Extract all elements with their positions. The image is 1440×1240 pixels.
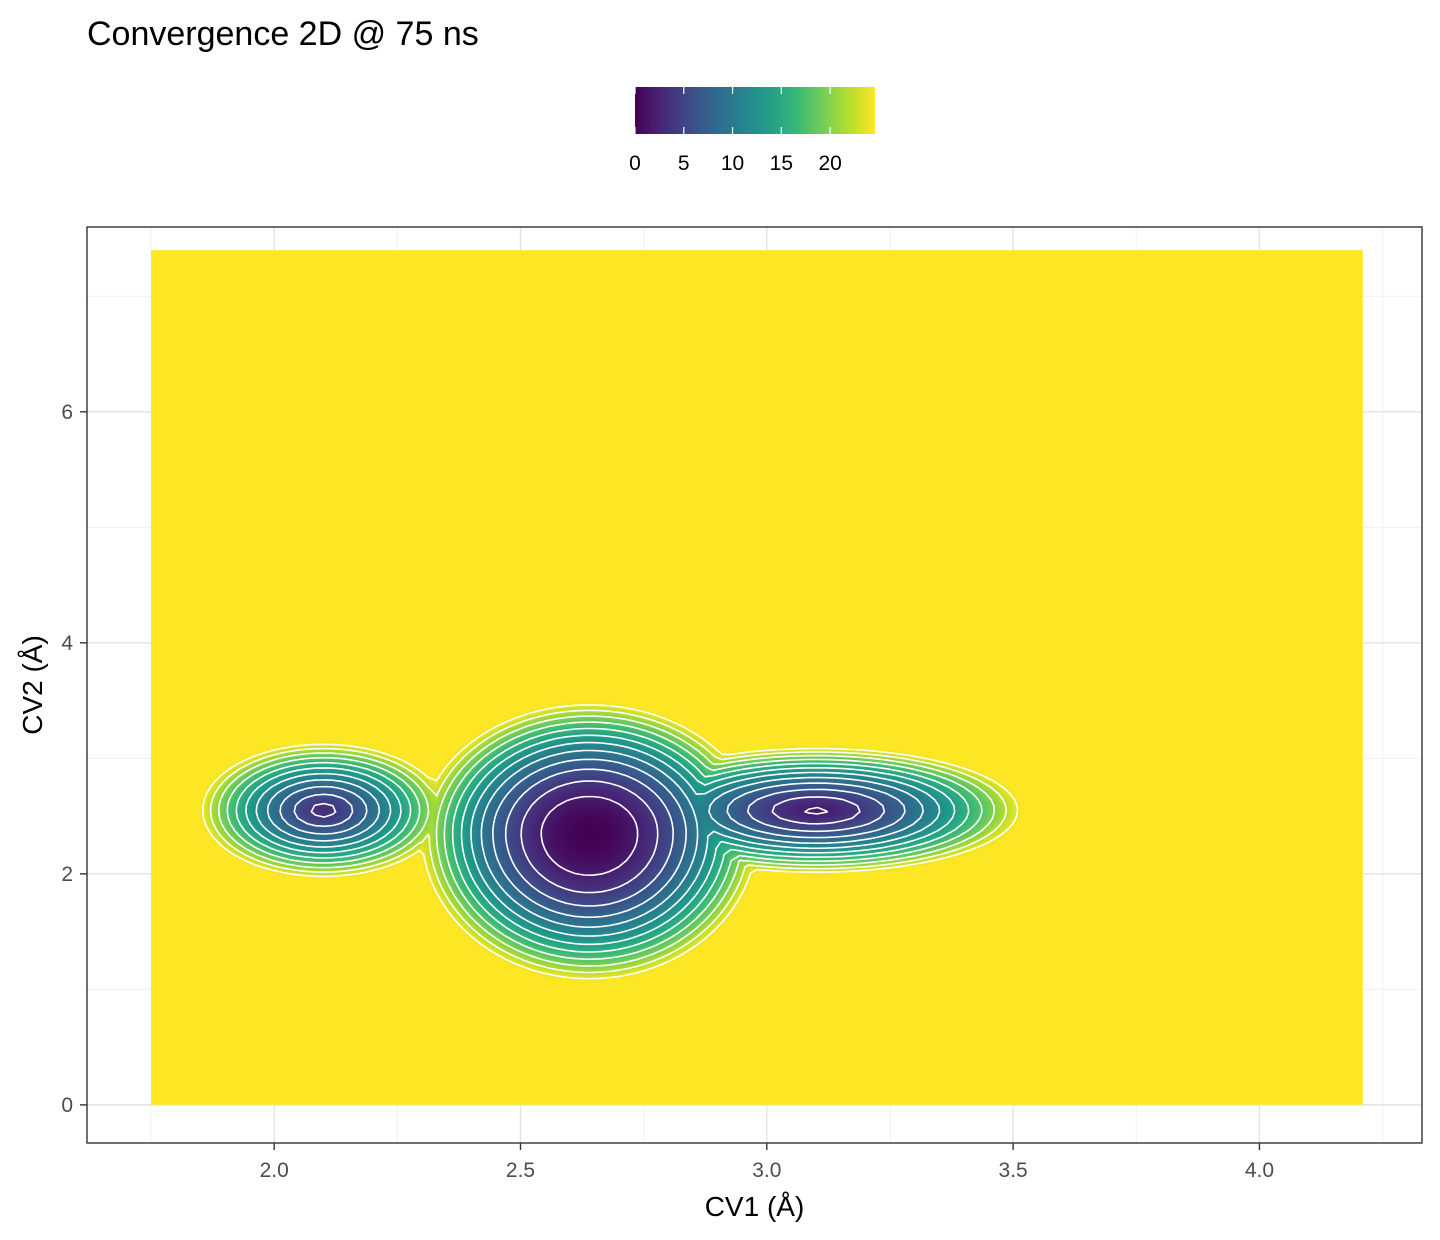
x-tick-label: 2.0 <box>260 1159 289 1182</box>
legend-tick-label: 15 <box>770 152 793 175</box>
contour-line <box>540 795 829 876</box>
contour-line <box>310 780 861 894</box>
colorbar-legend: 0 5 10 15 20 <box>629 87 875 175</box>
x-axis-title: CV1 (Å) <box>705 1191 805 1222</box>
energy-heatmap <box>151 250 1363 1105</box>
panel-border <box>86 226 1423 1144</box>
contour-line <box>266 749 924 928</box>
y-axis-title: CV2 (Å) <box>17 635 48 735</box>
chart-title: Convergence 2D @ 75 ns <box>87 15 479 53</box>
x-tick-label: 3.0 <box>752 1159 781 1182</box>
y-tick-label: 0 <box>61 1094 73 1117</box>
x-tick-label: 2.5 <box>506 1159 535 1182</box>
contour-line <box>279 758 906 918</box>
contour-line <box>226 721 983 960</box>
legend-tick-label: 5 <box>678 152 690 175</box>
legend-tick-label: 0 <box>629 152 641 175</box>
contour-line <box>209 709 1007 974</box>
x-tick-label: 3.5 <box>999 1159 1028 1182</box>
y-tick-label: 2 <box>61 863 73 886</box>
legend-tick-label: 10 <box>721 152 744 175</box>
y-tick-label: 4 <box>61 632 73 655</box>
legend-tick-label: 20 <box>818 152 841 175</box>
contour-line <box>201 704 1019 980</box>
contour-lines <box>201 704 1019 980</box>
x-tick-label: 4.0 <box>1245 1159 1274 1182</box>
y-axis: 0 2 4 6 <box>61 401 87 1117</box>
contour-line <box>245 734 956 946</box>
y-tick-label: 6 <box>61 401 73 424</box>
x-axis: 2.0 2.5 3.0 3.5 4.0 <box>260 1143 1274 1182</box>
contour-line <box>235 727 970 953</box>
contour-line <box>255 741 941 937</box>
contour-line <box>217 715 996 967</box>
contour-line <box>293 768 886 907</box>
colorbar <box>635 87 875 134</box>
